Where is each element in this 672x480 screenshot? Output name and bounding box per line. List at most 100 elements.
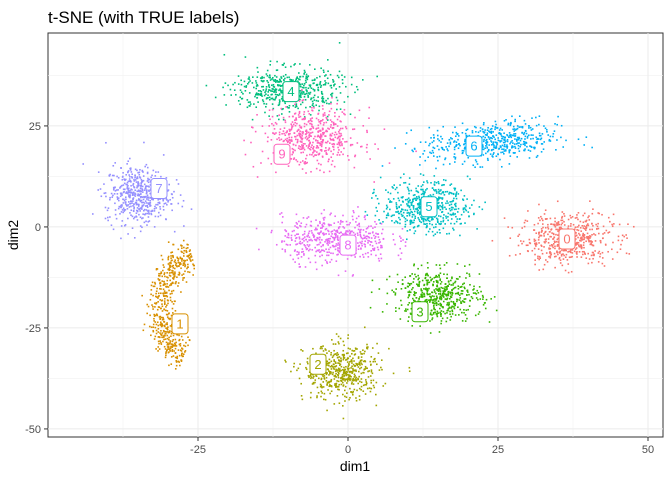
point	[400, 240, 402, 243]
point	[265, 103, 268, 105]
point	[464, 146, 466, 149]
point	[325, 376, 328, 379]
point	[378, 260, 381, 262]
point	[294, 225, 296, 227]
point	[482, 296, 484, 298]
point	[347, 347, 350, 350]
point	[295, 104, 297, 107]
point	[265, 93, 267, 95]
point	[351, 143, 354, 146]
point	[316, 396, 318, 399]
point	[127, 170, 130, 172]
point	[517, 144, 520, 147]
point	[417, 225, 420, 227]
point	[149, 204, 152, 207]
point	[301, 101, 304, 104]
point	[327, 237, 330, 240]
point	[161, 299, 164, 302]
point	[177, 282, 180, 284]
point	[129, 180, 132, 183]
point	[408, 183, 411, 186]
point	[441, 292, 444, 295]
point	[354, 233, 357, 236]
point	[293, 365, 295, 368]
point	[505, 118, 507, 121]
point	[272, 107, 275, 110]
point	[441, 208, 444, 210]
point	[492, 148, 495, 151]
point	[335, 353, 337, 355]
point	[336, 125, 339, 127]
point	[324, 75, 326, 77]
point	[359, 233, 362, 236]
point	[592, 224, 594, 227]
point	[182, 277, 184, 279]
point	[140, 185, 142, 188]
point	[394, 243, 396, 246]
point	[157, 201, 160, 204]
point	[369, 390, 372, 393]
point	[547, 227, 550, 230]
point	[355, 362, 357, 365]
point	[450, 296, 452, 299]
point	[547, 233, 549, 236]
point	[335, 383, 337, 386]
point	[576, 216, 578, 219]
point	[112, 194, 114, 197]
point	[150, 293, 152, 296]
point	[561, 211, 564, 213]
point	[159, 321, 162, 324]
point	[525, 130, 527, 132]
point	[140, 178, 143, 181]
point	[264, 91, 266, 94]
point	[315, 219, 317, 221]
point	[462, 207, 465, 210]
point	[159, 282, 161, 285]
point	[440, 296, 443, 299]
point	[514, 135, 517, 137]
point	[113, 186, 116, 189]
point	[171, 345, 174, 347]
point	[292, 123, 295, 126]
point	[498, 132, 501, 134]
point	[411, 149, 413, 152]
point	[420, 288, 422, 290]
point	[621, 239, 624, 242]
point	[128, 195, 130, 198]
point	[335, 229, 338, 232]
point	[611, 258, 614, 260]
point	[332, 121, 335, 124]
point	[314, 68, 316, 71]
point	[321, 347, 323, 350]
point	[186, 259, 188, 261]
point	[378, 369, 381, 371]
point	[157, 297, 159, 299]
point	[433, 302, 436, 305]
point	[302, 237, 305, 240]
point	[282, 75, 285, 77]
point	[284, 77, 286, 80]
point	[582, 238, 585, 241]
point	[589, 243, 592, 246]
point	[585, 240, 587, 243]
point	[320, 145, 323, 148]
point	[431, 187, 434, 189]
point	[155, 332, 158, 335]
point	[338, 362, 341, 365]
point	[325, 74, 327, 76]
point	[487, 136, 490, 138]
point	[418, 203, 420, 206]
point	[187, 266, 189, 269]
point	[567, 225, 570, 227]
point	[342, 393, 344, 396]
point	[577, 218, 579, 221]
point	[334, 215, 336, 218]
point	[163, 290, 166, 292]
point	[543, 125, 545, 127]
point	[141, 180, 143, 182]
point	[309, 135, 312, 137]
point	[454, 281, 456, 284]
point	[487, 126, 489, 129]
point	[321, 227, 323, 229]
point	[579, 227, 582, 229]
